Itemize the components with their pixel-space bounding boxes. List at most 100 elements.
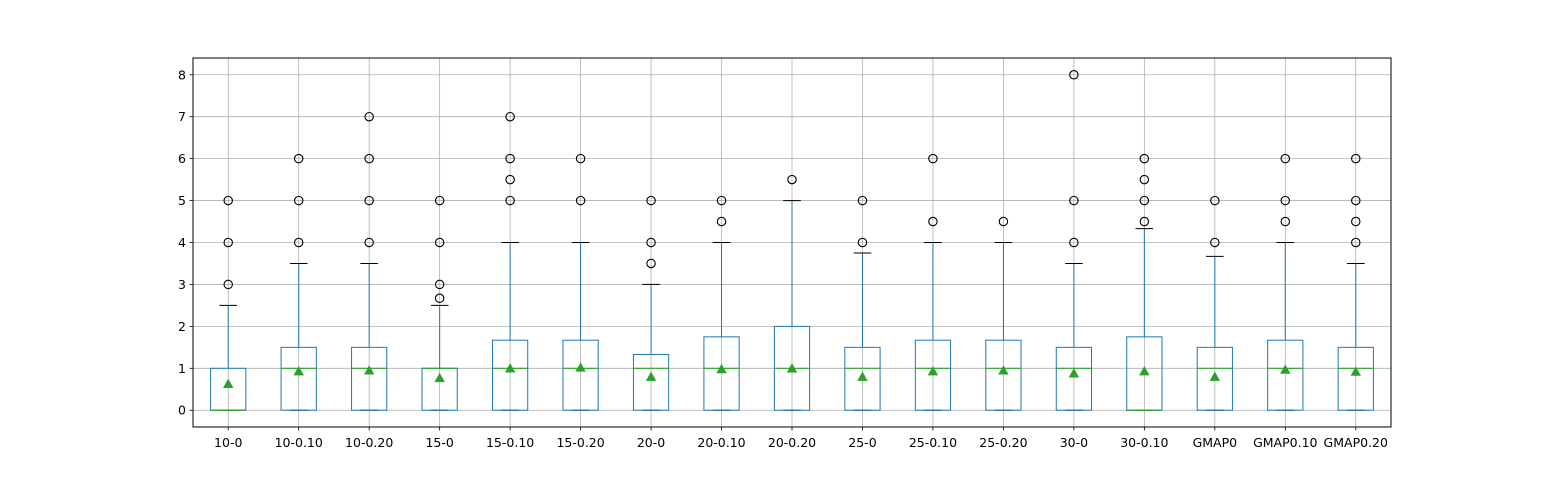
outlier-point — [646, 258, 656, 269]
y-tick-label: 8 — [178, 67, 186, 82]
outlier-point — [1139, 216, 1150, 227]
outlier-point — [434, 237, 445, 248]
mean-marker — [927, 366, 939, 376]
mean-marker — [434, 372, 445, 383]
y-tick-label: 3 — [178, 277, 186, 292]
box-15-0.20 — [562, 153, 599, 411]
mean-marker — [293, 366, 304, 376]
outlier-point — [364, 153, 374, 164]
iqr-box — [1267, 339, 1304, 411]
y-tick-label: 6 — [178, 151, 186, 166]
mean-marker — [786, 363, 798, 373]
outlier-point — [1280, 195, 1291, 206]
box-GMAP0 — [1196, 195, 1233, 411]
x-tick-label: 15-0.20 — [556, 435, 604, 450]
outlier-point — [505, 174, 515, 185]
outlier-point — [928, 216, 938, 227]
outlier-point — [787, 174, 797, 185]
outlier-point — [434, 195, 445, 206]
outlier-point — [1139, 174, 1150, 185]
x-tick-label: 25-0.10 — [909, 435, 957, 450]
box-30-0.10 — [1126, 153, 1163, 411]
mean-marker — [1280, 364, 1291, 374]
box-15-0.10 — [492, 111, 529, 411]
y-tick-label: 4 — [178, 235, 186, 250]
x-tick-label: 30-0.10 — [1120, 435, 1168, 450]
outlier-point — [646, 237, 656, 248]
box-20-0 — [632, 195, 670, 411]
x-tick-label: 10-0.20 — [345, 435, 393, 450]
outlier-point — [857, 237, 868, 248]
mean-marker — [716, 363, 727, 374]
outlier-point — [1280, 153, 1291, 164]
outlier-point — [1069, 195, 1079, 206]
iqr-box — [562, 339, 599, 411]
outlier-point — [293, 237, 304, 248]
box-GMAP0.20 — [1337, 153, 1374, 411]
outlier-point — [364, 111, 374, 122]
outlier-point — [1139, 195, 1150, 206]
outlier-point — [364, 237, 374, 248]
outlier-point — [857, 195, 868, 206]
mean-marker — [857, 371, 868, 381]
iqr-box — [1055, 346, 1092, 411]
outlier-point — [1069, 70, 1079, 80]
iqr-box — [492, 339, 529, 411]
iqr-box — [1337, 346, 1374, 411]
outlier-point — [1351, 195, 1361, 206]
outlier-point — [434, 279, 445, 290]
x-tick-label: 25-0.20 — [979, 435, 1027, 450]
x-tick-label: 10-0.10 — [275, 435, 323, 450]
x-tick-label: 10-0 — [214, 435, 242, 450]
mean-marker — [1350, 366, 1361, 376]
outlier-point — [716, 216, 727, 227]
box-10-0 — [210, 195, 247, 411]
axes: 0 1 2 3 4 5 6 7 8 10-0 10-0.10 10-0.20 15-0 15-0.10 15… — [178, 67, 1388, 450]
outlier-point — [575, 153, 586, 164]
outlier-point — [1139, 153, 1150, 164]
box-25-0 — [844, 195, 881, 411]
mean-marker — [223, 378, 234, 388]
box-series — [210, 70, 1374, 411]
outlier-point — [505, 195, 515, 206]
outlier-point — [575, 195, 586, 206]
outlier-point — [223, 237, 233, 248]
outlier-point — [293, 153, 304, 164]
x-tick-label: GMAP0.20 — [1324, 435, 1388, 450]
mean-marker — [504, 363, 516, 373]
x-tick-label: 20-0.20 — [768, 435, 816, 450]
iqr-box — [351, 346, 388, 411]
iqr-box — [703, 336, 740, 411]
mean-marker — [998, 365, 1009, 375]
iqr-box — [844, 346, 881, 411]
outlier-point — [223, 279, 233, 290]
outlier-point — [1351, 216, 1361, 227]
x-tick-label: GMAP0 — [1193, 435, 1238, 450]
x-tick-label: 25-0 — [848, 435, 876, 450]
iqr-box — [1196, 346, 1233, 411]
x-tick-label: 15-0.10 — [486, 435, 534, 450]
x-tick-label: 30-0 — [1060, 435, 1088, 450]
box-GMAP0.10 — [1267, 153, 1304, 411]
outlier-point — [434, 293, 445, 304]
outlier-point — [1351, 153, 1361, 164]
x-tick-label: 15-0 — [425, 435, 453, 450]
mean-marker — [1209, 371, 1221, 381]
iqr-box — [914, 339, 952, 411]
outlier-point — [646, 195, 656, 206]
x-tick-label: 20-0 — [637, 435, 665, 450]
box-30-0 — [1055, 70, 1092, 411]
outlier-point — [928, 153, 938, 164]
x-tick-label: GMAP0.10 — [1253, 435, 1317, 450]
x-tick-label: 20-0.10 — [697, 435, 745, 450]
mean-marker — [1139, 366, 1150, 376]
outlier-point — [364, 195, 374, 206]
iqr-box — [632, 353, 670, 411]
outlier-point — [293, 195, 304, 206]
outlier-point — [223, 195, 233, 206]
box-20-0.10 — [703, 195, 740, 411]
box-10-0.10 — [280, 153, 317, 411]
mean-marker — [645, 371, 657, 381]
y-tick-label: 2 — [178, 319, 186, 334]
